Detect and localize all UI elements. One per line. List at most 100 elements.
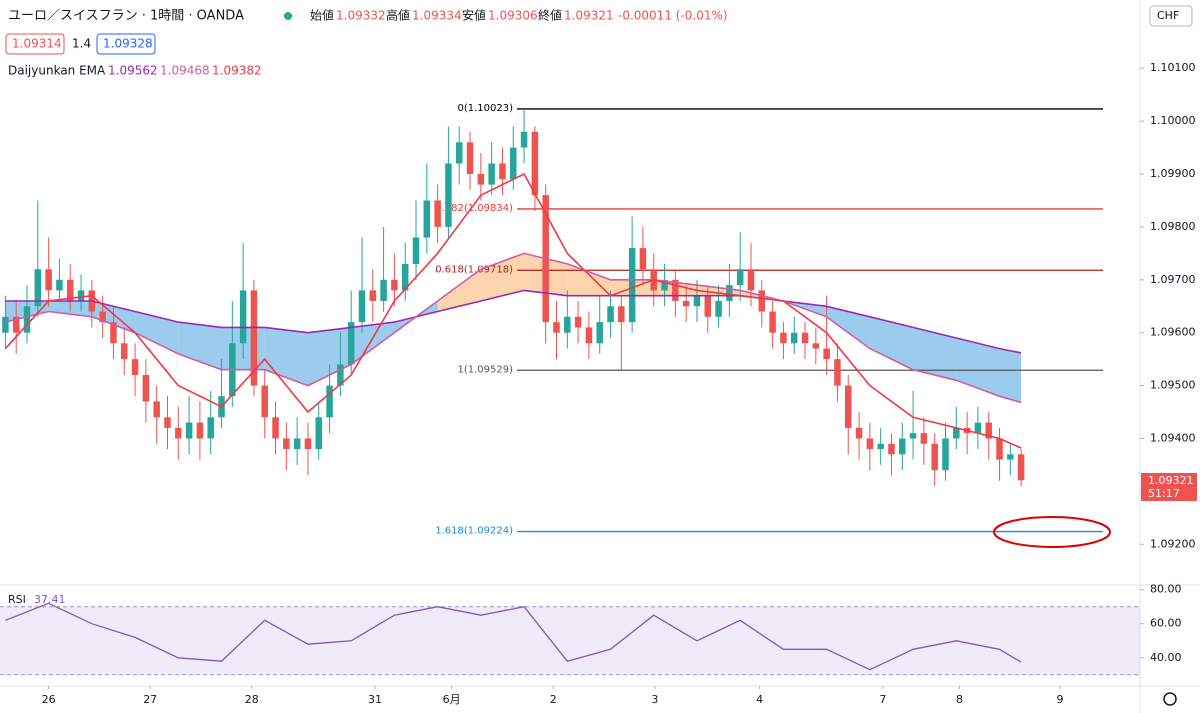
candle-body [423, 200, 431, 238]
candle-body [1007, 454, 1014, 460]
candle-body [607, 306, 614, 323]
plot: 1.092001.093001.094001.095001.096001.097… [0, 61, 1196, 706]
ema-line [5, 252, 1022, 404]
candle-body [380, 279, 387, 301]
x-tick-label: 3 [651, 693, 658, 706]
ohlc-label: 終値 [538, 8, 562, 23]
candle-body [499, 163, 506, 180]
candle-body [899, 438, 906, 455]
indicator-value: 1.09468 [160, 64, 210, 78]
candle-body [985, 422, 992, 439]
fib-label: 1(1.09529) [457, 364, 513, 375]
candle-body [715, 300, 722, 317]
ema-line [4, 172, 1022, 449]
rsi-line [5, 602, 1022, 671]
candle-body [790, 332, 798, 344]
indicator-name: Daijyunkan EMA [8, 64, 106, 78]
ema-cloud [437, 269, 481, 312]
y-tick-label: 1.09200 [1150, 537, 1196, 550]
candle-body [953, 427, 960, 439]
x-tick-label: 26 [42, 693, 56, 706]
candle-body [931, 443, 938, 471]
candle-body [358, 290, 366, 323]
candle-body [747, 269, 755, 291]
fib-label: 1.618(1.09224) [435, 526, 513, 537]
candle-body [661, 279, 668, 291]
y-tick-label: 1.09800 [1150, 220, 1196, 233]
candle-body [996, 438, 1003, 460]
candle-body [401, 263, 409, 291]
bid-box[interactable] [5, 33, 65, 55]
candle-body [77, 290, 85, 301]
candle-body [164, 417, 171, 428]
candle-body [974, 422, 982, 434]
candle-body [185, 422, 193, 439]
last-price: 1.09321 [1148, 474, 1194, 487]
candle-body [726, 285, 733, 301]
indicator-value: 1.09382 [212, 64, 262, 78]
y-tick-label: 1.09900 [1150, 167, 1196, 180]
symbol-title: ユーロ／スイスフラン · 1時間 · OANDA [8, 9, 244, 24]
annotation-ellipse [993, 516, 1111, 548]
candle-body [564, 316, 571, 333]
candle-body [704, 295, 712, 317]
candle-body [250, 290, 258, 386]
candle-body [596, 322, 603, 344]
candle-body [337, 364, 344, 386]
candle-body [812, 343, 820, 349]
price-change: -0.00011 (-0.01%) [618, 9, 728, 23]
candle-body [45, 269, 52, 291]
candle-body [888, 443, 895, 455]
ohlc-value: 1.09321 [564, 9, 614, 23]
rsi-band [0, 606, 1140, 675]
candle-body [434, 200, 441, 227]
x-tick-label: 4 [756, 693, 763, 706]
x-tick-label: 9 [1057, 693, 1064, 706]
candle-body [131, 359, 139, 376]
candle-body [639, 248, 647, 270]
candle-body [2, 316, 9, 333]
ohlc-label: 始値 [310, 8, 334, 23]
candle-body [520, 131, 528, 148]
candle-body [531, 131, 539, 196]
y-tick-label: 1.09500 [1150, 379, 1196, 392]
ohlc-value: 1.09334 [412, 9, 462, 23]
candle-body [445, 163, 452, 227]
candle-body [823, 348, 830, 360]
y-tick-label: 1.09600 [1150, 326, 1196, 339]
candle-body [855, 427, 863, 439]
ohlc-label: 安値 [462, 8, 486, 23]
candle-body [347, 322, 355, 365]
ema-cloud [135, 311, 179, 354]
candle-body [272, 417, 279, 439]
settings-icon[interactable] [1163, 692, 1177, 706]
ema-cloud [869, 316, 914, 370]
candle-body [769, 311, 776, 333]
candle-body [12, 316, 20, 333]
x-tick-label: 2 [550, 693, 557, 706]
fib-label: 0.618(1.09718) [435, 264, 513, 275]
status-dot [284, 12, 292, 20]
currency-button[interactable] [1149, 5, 1193, 27]
ema-cloud [178, 322, 222, 370]
ask-box[interactable] [96, 33, 156, 55]
rsi-tick-label: 60.00 [1150, 617, 1182, 630]
candle-body [477, 174, 485, 185]
candle-body [780, 332, 787, 344]
ema-cloud [351, 322, 395, 365]
candle-body [315, 417, 323, 450]
candle-body [845, 385, 852, 428]
x-tick-label: 7 [879, 693, 886, 706]
candle-body [456, 142, 463, 164]
candle-body [304, 438, 312, 450]
candle-body [326, 385, 333, 418]
fib-label: 0.382(1.09834) [435, 203, 513, 214]
candle-body [23, 306, 31, 333]
candle-body [488, 163, 495, 185]
candle-body [261, 385, 268, 418]
candle-body [672, 279, 679, 301]
candle-body [56, 279, 63, 291]
ohlc-value: 1.09306 [488, 9, 538, 23]
